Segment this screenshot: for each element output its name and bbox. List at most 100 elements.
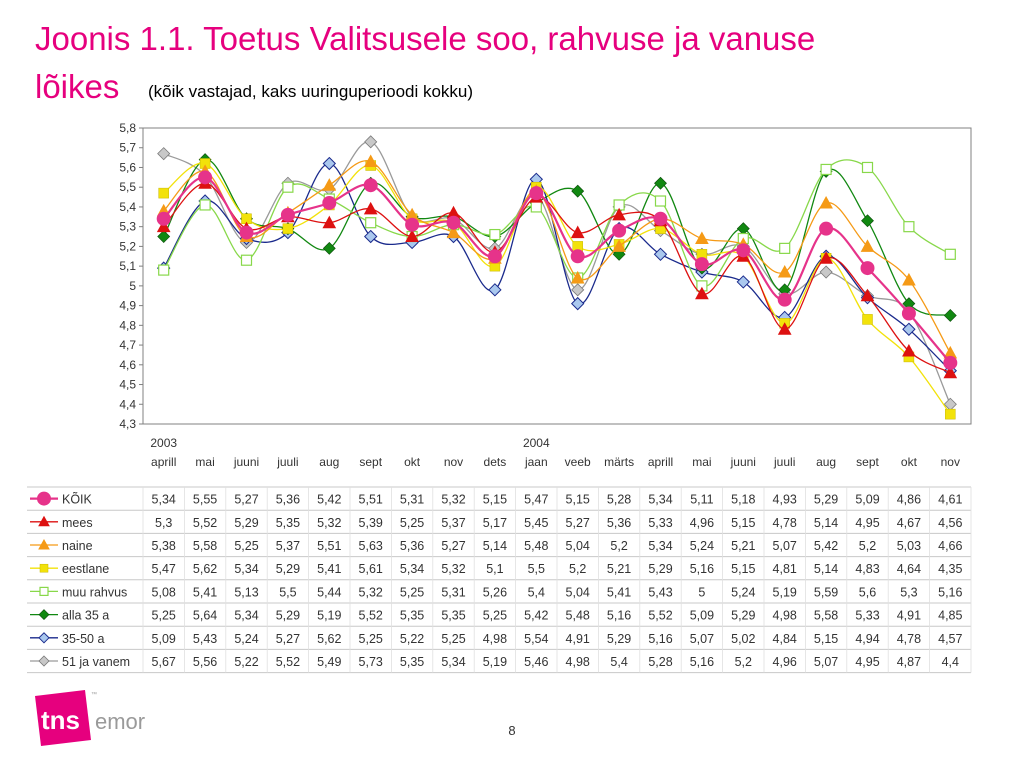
table-cell: 5,26 — [483, 585, 507, 599]
table-cell: 5,27 — [566, 516, 590, 530]
table-cell: 5,21 — [607, 562, 631, 576]
table-cell: 5,3 — [155, 516, 172, 530]
data-point — [240, 254, 253, 266]
data-point — [695, 231, 709, 245]
table-cell: 5,2 — [735, 655, 752, 669]
data-point — [446, 225, 461, 239]
y-tick-label: 5,5 — [119, 180, 136, 194]
tns-emor-logo: tns emor ™ — [35, 690, 145, 746]
data-point — [487, 249, 502, 264]
table-cell: 5,38 — [152, 539, 176, 553]
y-tick-label: 4,7 — [119, 338, 136, 352]
table-cell: 5,52 — [648, 609, 672, 623]
table-cell: 4,98 — [483, 632, 507, 646]
table-cell: 5,28 — [607, 493, 631, 507]
legend-key-marker — [39, 586, 49, 597]
table-cell: 5,43 — [193, 632, 217, 646]
table-cell: 5,34 — [400, 562, 424, 576]
data-point — [862, 314, 873, 325]
data-point — [654, 195, 667, 207]
table-cell: 5,51 — [359, 493, 383, 507]
table-cell: 5,54 — [524, 632, 548, 646]
table-cell: 5,2 — [610, 539, 627, 553]
data-point — [819, 195, 833, 209]
data-point — [943, 309, 957, 322]
data-point — [777, 322, 792, 335]
table-cell: 5,37 — [441, 516, 465, 530]
table-cell: 5,25 — [152, 609, 176, 623]
category-label: aug — [319, 455, 339, 469]
table-cell: 5,25 — [359, 632, 383, 646]
table-cell: 5,19 — [773, 585, 797, 599]
table-cell: 4,91 — [897, 609, 921, 623]
category-label: juuli — [773, 455, 795, 469]
year-label: 2004 — [523, 436, 550, 450]
data-point — [363, 178, 378, 193]
table-cell: 5,22 — [400, 632, 424, 646]
data-point — [736, 243, 751, 258]
table-cell: 4,66 — [938, 539, 962, 553]
y-tick-label: 5,1 — [119, 259, 136, 273]
table-cell: 5,09 — [690, 609, 714, 623]
table-cell: 5,27 — [234, 493, 258, 507]
data-point — [365, 217, 377, 229]
legend-label: alla 35 a — [62, 609, 109, 623]
legend-label: eestlane — [62, 562, 109, 576]
table-cell: 5,34 — [648, 493, 672, 507]
data-point — [280, 207, 295, 222]
table-cell: 5,14 — [483, 539, 507, 553]
table-cell: 5,15 — [731, 516, 755, 530]
data-point — [322, 178, 337, 191]
table-cell: 4,96 — [690, 516, 714, 530]
category-label: mai — [195, 455, 214, 469]
data-point — [570, 225, 585, 239]
table-cell: 5,73 — [359, 655, 383, 669]
table-cell: 4,91 — [566, 632, 590, 646]
data-point — [902, 272, 916, 286]
category-label: aprill — [648, 455, 673, 469]
data-point — [820, 163, 832, 176]
data-point — [612, 223, 627, 238]
data-point — [322, 156, 337, 171]
table-cell: 5,3 — [900, 585, 917, 599]
data-point — [239, 225, 254, 240]
chart-title: Joonis 1.1. Toetus Valitsusele soo, rahv… — [35, 20, 816, 57]
data-point — [489, 228, 501, 241]
plot-area — [142, 127, 972, 425]
table-cell: 5,1 — [486, 562, 503, 576]
table-cell: 4,98 — [566, 655, 590, 669]
table-cell: 5,37 — [276, 539, 300, 553]
data-point — [736, 275, 751, 289]
chart-title-line2: lõikes — [35, 68, 120, 105]
table-cell: 5,29 — [607, 632, 631, 646]
year-label: 2003 — [150, 436, 177, 450]
table-cell: 5,42 — [524, 609, 548, 623]
table-cell: 5,36 — [607, 516, 631, 530]
data-point — [364, 135, 378, 149]
legend-label: mees — [62, 516, 93, 530]
table-cell: 5,34 — [152, 493, 176, 507]
table-cell: 4,78 — [773, 516, 797, 530]
table-cell: 5,15 — [731, 562, 755, 576]
data-point — [902, 343, 916, 357]
data-point — [446, 215, 461, 230]
data-point — [860, 288, 875, 302]
data-point — [282, 181, 294, 193]
data-point — [363, 154, 378, 168]
table-cell: 4,35 — [938, 562, 962, 576]
legend-key-marker — [38, 632, 50, 644]
data-point — [571, 184, 585, 198]
data-point — [156, 211, 171, 226]
table-cell: 5,08 — [152, 585, 176, 599]
data-point — [777, 265, 792, 278]
data-point — [819, 221, 834, 236]
table-cell: 5,36 — [276, 493, 300, 507]
table-cell: 5,32 — [441, 493, 465, 507]
table-cell: 5,15 — [814, 632, 838, 646]
table-cell: 5,48 — [566, 609, 590, 623]
table-cell: 4,56 — [938, 516, 962, 530]
data-point — [363, 201, 378, 215]
table-cell: 5,34 — [648, 539, 672, 553]
logo-mark-shape — [35, 690, 91, 746]
data-point — [779, 242, 791, 254]
